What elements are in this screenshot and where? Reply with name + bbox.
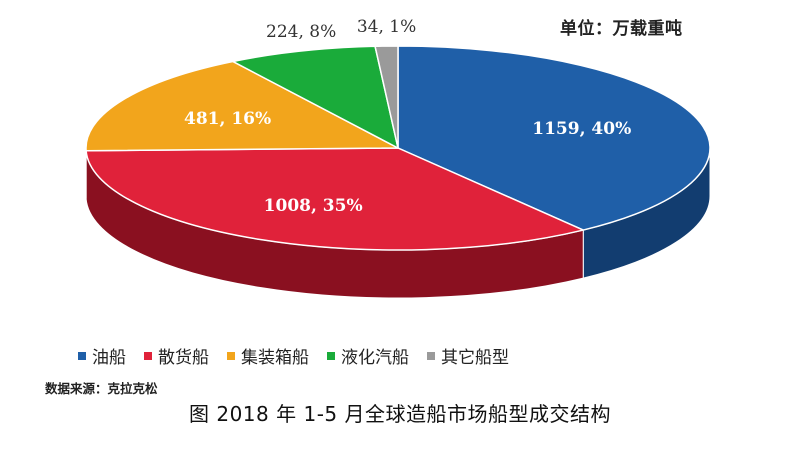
pie-data-label-4: 34, 1% — [357, 17, 416, 37]
pie-labels: 1159, 40% 1008, 35% 481, 16% 224, 8% 34, 1% — [184, 17, 631, 216]
legend: 油船 散货船 集装箱船 液化汽船 其它船型 — [78, 343, 509, 368]
legend-item-gas-carrier: 液化汽船 — [327, 343, 409, 368]
legend-swatch — [144, 351, 152, 360]
pie-slice-3 — [232, 45, 399, 149]
legend-label: 其它船型 — [441, 348, 509, 368]
legend-label: 油船 — [92, 348, 126, 368]
pie-data-label-0: 1159, 40% — [532, 119, 631, 139]
legend-swatch — [327, 351, 335, 360]
pie-slice-0 — [397, 45, 711, 231]
pie-slice-2 — [85, 60, 399, 152]
legend-label: 散货船 — [158, 348, 209, 368]
source-note: 数据来源：克拉克松 — [45, 381, 158, 396]
pie-data-label-2: 481, 16% — [184, 109, 271, 129]
legend-label: 液化汽船 — [341, 348, 409, 368]
legend-item-other: 其它船型 — [427, 343, 509, 368]
unit-label: 单位：万载重吨 — [560, 19, 683, 39]
pie-slice-1 — [85, 147, 584, 251]
figure-caption: 图 2018 年 1-5 月全球造船市场船型成交结构 — [189, 402, 611, 426]
legend-swatch — [427, 351, 435, 360]
legend-item-oil-tanker: 油船 — [78, 343, 126, 368]
legend-label: 集装箱船 — [241, 348, 309, 368]
pie-slice-4 — [374, 45, 399, 149]
legend-item-container-ship: 集装箱船 — [227, 343, 309, 368]
legend-swatch — [78, 351, 86, 360]
legend-item-bulk-carrier: 散货船 — [144, 343, 209, 368]
pie-top — [85, 45, 711, 251]
legend-swatch — [227, 351, 235, 360]
pie-data-label-3: 224, 8% — [266, 22, 336, 42]
pie-data-label-1: 1008, 35% — [264, 196, 363, 216]
